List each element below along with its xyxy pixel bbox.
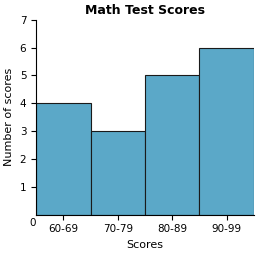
Bar: [145, 75, 199, 215]
Bar: [199, 47, 254, 215]
Bar: [91, 131, 145, 215]
Bar: [36, 103, 91, 215]
Y-axis label: Number of scores: Number of scores: [4, 68, 14, 166]
Title: Math Test Scores: Math Test Scores: [85, 4, 205, 17]
X-axis label: Scores: Scores: [126, 240, 164, 250]
Text: 0: 0: [30, 218, 36, 228]
